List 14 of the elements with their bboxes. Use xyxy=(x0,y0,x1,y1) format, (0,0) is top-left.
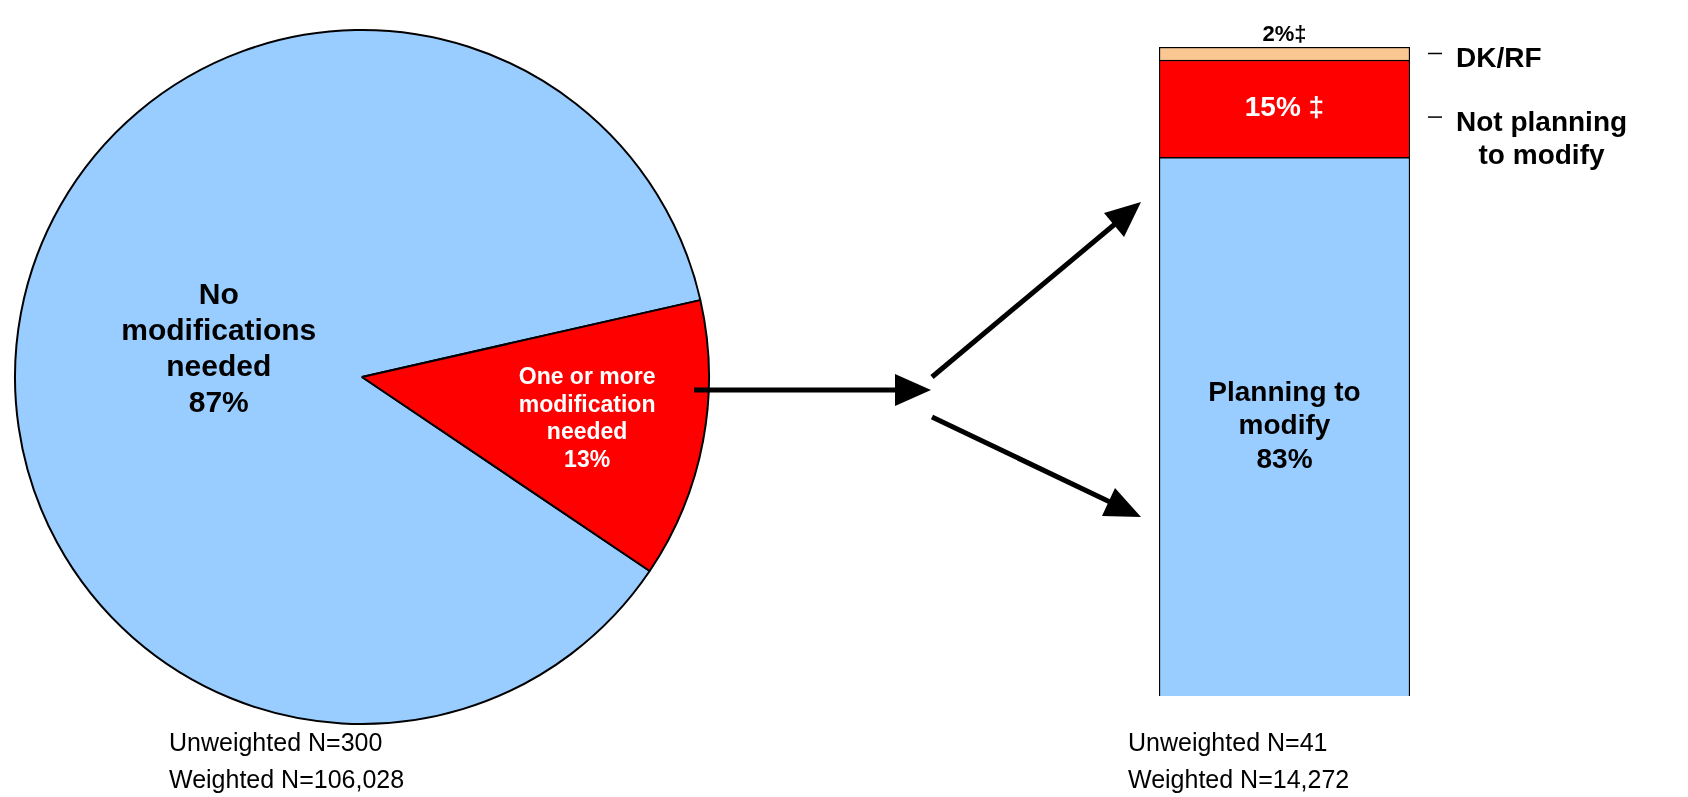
data-label: 15% ‡ xyxy=(1244,91,1325,123)
data-label: 87% xyxy=(188,385,249,419)
text: Weighted N=14,272 xyxy=(1128,764,1350,795)
data-label: 83% xyxy=(1256,442,1313,474)
data-label: 2%‡ xyxy=(1262,21,1307,47)
slice-label: One or more modification needed xyxy=(518,363,656,445)
text: Unweighted N=41 xyxy=(1128,727,1329,758)
data-label: 13% xyxy=(564,445,611,472)
series-label: DK/RF xyxy=(1456,42,1542,74)
series-label: Planning to modify xyxy=(1208,375,1361,441)
text: Weighted N=106,028 xyxy=(169,764,405,795)
slice-label: No modifications needed xyxy=(121,277,317,383)
series-label: Not planning to modify xyxy=(1456,105,1628,171)
text: Unweighted N=300 xyxy=(169,727,384,758)
